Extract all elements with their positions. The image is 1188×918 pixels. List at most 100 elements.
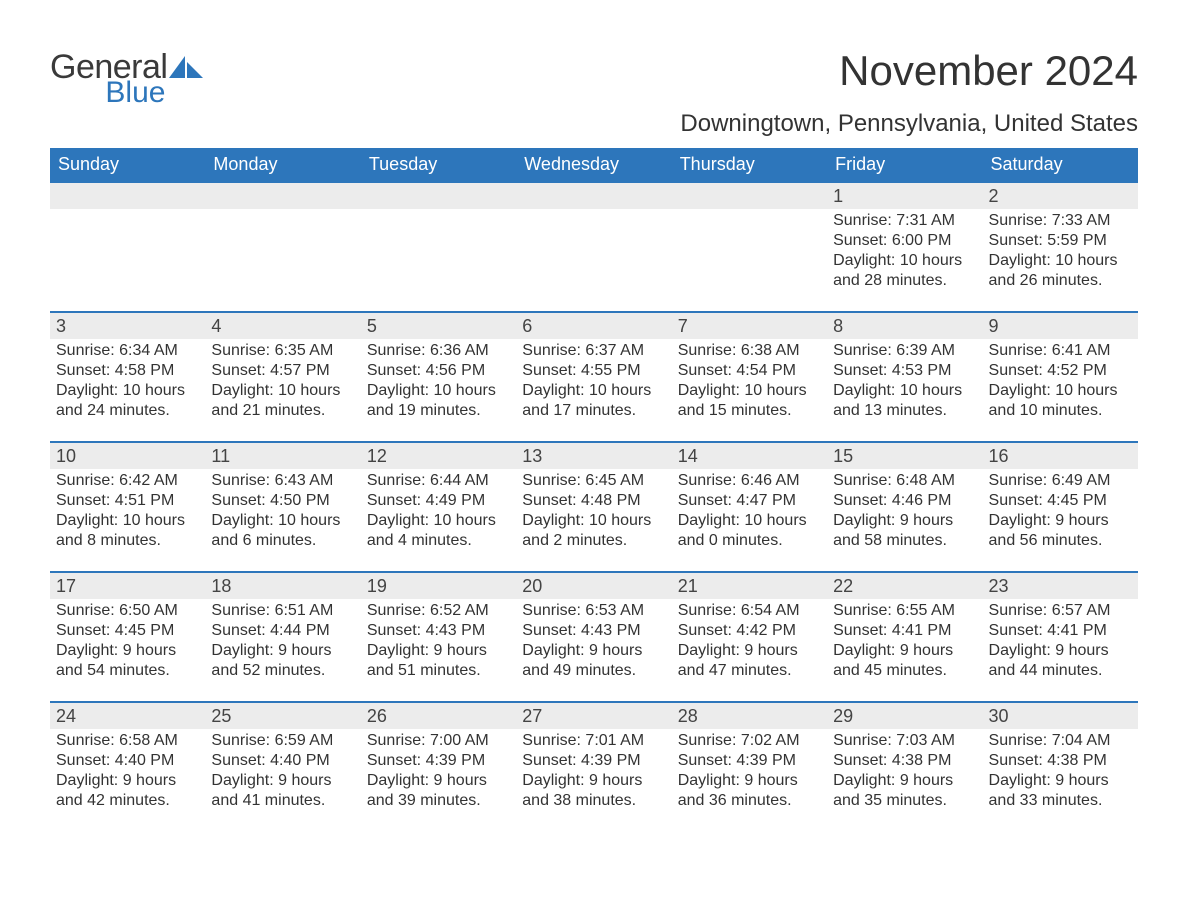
weekday-header: Thursday bbox=[672, 148, 827, 181]
weeks-container: 1Sunrise: 7:31 AMSunset: 6:00 PMDaylight… bbox=[50, 181, 1138, 831]
day-detail: Sunrise: 6:45 AMSunset: 4:48 PMDaylight:… bbox=[522, 471, 665, 551]
sunset-label: Sunset: bbox=[522, 492, 576, 509]
day-detail: Sunrise: 6:59 AM Sunset: 4:40 PMDaylight:… bbox=[211, 731, 354, 811]
sunset-line: Sunset: 4:56 PM bbox=[367, 361, 510, 381]
daylight-line: Daylight: 9 hours and 56 minutes. bbox=[989, 511, 1132, 551]
sunset-label: Sunset: bbox=[56, 492, 110, 509]
sunrise-line: Sunrise: 7:31 AM bbox=[833, 211, 976, 231]
sunset-label: Sunset: bbox=[678, 622, 732, 639]
day-number bbox=[205, 183, 360, 209]
daylight-label: Daylight: bbox=[211, 772, 273, 789]
sunrise-label: Sunrise: bbox=[211, 732, 270, 749]
week-row: 24Sunrise: 6:58 AMSunset: 4:40 PMDayligh… bbox=[50, 701, 1138, 831]
daylight-label: Daylight: bbox=[989, 772, 1051, 789]
sunset-label: Sunset: bbox=[56, 622, 110, 639]
day-detail: Sunrise: 7:33 AMSunset: 5:59 PMDaylight:… bbox=[989, 211, 1132, 291]
daylight-line: Daylight: 9 hours and 49 minutes. bbox=[522, 641, 665, 681]
day-cell: 29Sunrise: 7:03 AMSunset: 4:38 PMDayligh… bbox=[827, 703, 982, 831]
sunset-label: Sunset: bbox=[367, 752, 421, 769]
sunrise-line: Sunrise: 6:49 AM bbox=[989, 471, 1132, 491]
sunset-line: Sunset: 4:41 PM bbox=[989, 621, 1132, 641]
daylight-label: Daylight: bbox=[522, 382, 584, 399]
sunset-label: Sunset: bbox=[522, 752, 576, 769]
day-number: 14 bbox=[672, 443, 827, 469]
sunset-line: Sunset: 4:49 PM bbox=[367, 491, 510, 511]
daylight-line: Daylight: 9 hours and 39 minutes. bbox=[367, 771, 510, 811]
sunset-line: Sunset: 4:42 PM bbox=[678, 621, 821, 641]
sunset-value: 4:52 PM bbox=[1047, 362, 1107, 379]
weekday-header: Saturday bbox=[983, 148, 1138, 181]
sunrise-label: Sunrise: bbox=[989, 342, 1048, 359]
day-cell: 16Sunrise: 6:49 AMSunset: 4:45 PMDayligh… bbox=[983, 443, 1138, 571]
daylight-label: Daylight: bbox=[211, 642, 273, 659]
day-cell: 12Sunrise: 6:44 AMSunset: 4:49 PMDayligh… bbox=[361, 443, 516, 571]
sunset-value: 4:45 PM bbox=[1047, 492, 1107, 509]
sunset-value: 4:47 PM bbox=[736, 492, 796, 509]
day-detail: Sunrise: 7:04 AMSunset: 4:38 PMDaylight:… bbox=[989, 731, 1132, 811]
sunrise-line: Sunrise: 6:51 AM bbox=[211, 601, 354, 621]
day-cell: 18Sunrise: 6:51 AMSunset: 4:44 PMDayligh… bbox=[205, 573, 360, 701]
sunrise-label: Sunrise: bbox=[833, 342, 892, 359]
sunrise-value: 7:00 AM bbox=[430, 732, 489, 749]
day-detail: Sunrise: 7:31 AMSunset: 6:00 PMDaylight:… bbox=[833, 211, 976, 291]
day-cell: 19Sunrise: 6:52 AMSunset: 4:43 PMDayligh… bbox=[361, 573, 516, 701]
daylight-line: Daylight: 10 hours and 26 minutes. bbox=[989, 251, 1132, 291]
daylight-line: Daylight: 10 hours and 0 minutes. bbox=[678, 511, 821, 551]
daylight-label: Daylight: bbox=[56, 642, 118, 659]
sunset-label: Sunset: bbox=[56, 752, 110, 769]
day-detail: Sunrise: 7:00 AMSunset: 4:39 PMDaylight:… bbox=[367, 731, 510, 811]
sunrise-label: Sunrise: bbox=[522, 602, 581, 619]
day-cell: 6Sunrise: 6:37 AMSunset: 4:55 PMDaylight… bbox=[516, 313, 671, 441]
week-row: 3Sunrise: 6:34 AMSunset: 4:58 PMDaylight… bbox=[50, 311, 1138, 441]
sunrise-line: Sunrise: 6:41 AM bbox=[989, 341, 1132, 361]
daylight-line: Daylight: 10 hours and 28 minutes. bbox=[833, 251, 976, 291]
day-detail: Sunrise: 6:39 AMSunset: 4:53 PMDaylight:… bbox=[833, 341, 976, 421]
day-cell: 13Sunrise: 6:45 AMSunset: 4:48 PMDayligh… bbox=[516, 443, 671, 571]
sunset-value: 4:58 PM bbox=[115, 362, 175, 379]
day-detail: Sunrise: 6:44 AMSunset: 4:49 PMDaylight:… bbox=[367, 471, 510, 551]
sunset-value: 4:41 PM bbox=[1047, 622, 1107, 639]
daylight-label: Daylight: bbox=[56, 772, 118, 789]
title-block: November 2024 Downingtown, Pennsylvania,… bbox=[680, 50, 1138, 138]
daylight-label: Daylight: bbox=[678, 772, 740, 789]
sunrise-line: Sunrise: 6:54 AM bbox=[678, 601, 821, 621]
sunrise-label: Sunrise: bbox=[367, 472, 426, 489]
sunset-value: 4:43 PM bbox=[426, 622, 486, 639]
day-number: 2 bbox=[983, 183, 1138, 209]
sunset-value: 4:39 PM bbox=[426, 752, 486, 769]
sunrise-value: 6:59 AM bbox=[275, 732, 334, 749]
sunrise-line: Sunrise: 6:53 AM bbox=[522, 601, 665, 621]
sunset-line: Sunset: 4:38 PM bbox=[833, 751, 976, 771]
sunset-value: 4:50 PM bbox=[270, 492, 330, 509]
sunrise-line: Sunrise: 7:02 AM bbox=[678, 731, 821, 751]
daylight-label: Daylight: bbox=[522, 772, 584, 789]
sunrise-value: 6:54 AM bbox=[741, 602, 800, 619]
sunset-value: 4:54 PM bbox=[736, 362, 796, 379]
day-cell: 27Sunrise: 7:01 AMSunset: 4:39 PMDayligh… bbox=[516, 703, 671, 831]
sunset-value: 6:00 PM bbox=[892, 232, 952, 249]
day-detail: Sunrise: 7:03 AMSunset: 4:38 PMDaylight:… bbox=[833, 731, 976, 811]
day-number: 12 bbox=[361, 443, 516, 469]
sunset-label: Sunset: bbox=[522, 362, 576, 379]
sunrise-value: 6:41 AM bbox=[1052, 342, 1111, 359]
daylight-label: Daylight: bbox=[833, 512, 895, 529]
daylight-label: Daylight: bbox=[367, 772, 429, 789]
sunrise-label: Sunrise: bbox=[833, 472, 892, 489]
day-number bbox=[361, 183, 516, 209]
day-number: 28 bbox=[672, 703, 827, 729]
sunset-value: 4:48 PM bbox=[581, 492, 641, 509]
sunset-line: Sunset: 4:44 PM bbox=[211, 621, 354, 641]
sunset-label: Sunset: bbox=[522, 622, 576, 639]
sunset-value: 4:45 PM bbox=[115, 622, 175, 639]
sunset-line: Sunset: 4:53 PM bbox=[833, 361, 976, 381]
sunset-line: Sunset: 4:40 PM bbox=[211, 751, 354, 771]
sunset-label: Sunset: bbox=[989, 492, 1043, 509]
day-cell: 8Sunrise: 6:39 AMSunset: 4:53 PMDaylight… bbox=[827, 313, 982, 441]
sunset-value: 4:44 PM bbox=[270, 622, 330, 639]
day-detail: Sunrise: 6:41 AMSunset: 4:52 PMDaylight:… bbox=[989, 341, 1132, 421]
daylight-line: Daylight: 9 hours and 47 minutes. bbox=[678, 641, 821, 681]
sunrise-value: 6:45 AM bbox=[585, 472, 644, 489]
daylight-label: Daylight: bbox=[522, 642, 584, 659]
sail-icon bbox=[169, 56, 203, 78]
sunset-value: 4:56 PM bbox=[426, 362, 486, 379]
